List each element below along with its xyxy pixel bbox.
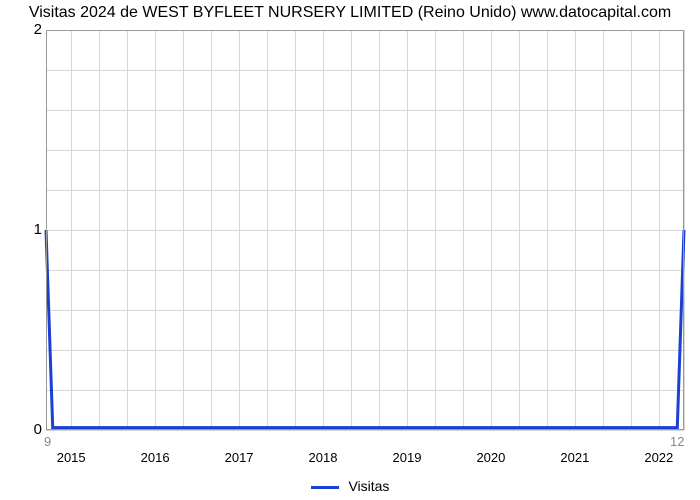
x-axis-tick-label: 2020 xyxy=(476,450,505,465)
x-range-end-label: 12 xyxy=(670,434,684,449)
x-range-start-label: 9 xyxy=(44,434,51,449)
x-axis-tick-label: 2018 xyxy=(309,450,338,465)
legend-swatch xyxy=(311,486,339,489)
chart-container: Visitas 2024 de WEST BYFLEET NURSERY LIM… xyxy=(0,0,700,500)
gridline-horizontal xyxy=(46,430,684,431)
y-axis-tick-label: 1 xyxy=(12,221,42,238)
x-axis-tick-label: 2021 xyxy=(560,450,589,465)
x-axis-tick-label: 2017 xyxy=(225,450,254,465)
plot-area xyxy=(46,30,684,430)
chart-title: Visitas 2024 de WEST BYFLEET NURSERY LIM… xyxy=(0,4,700,22)
x-axis-tick-label: 2022 xyxy=(644,450,673,465)
x-axis-tick-label: 2019 xyxy=(393,450,422,465)
x-axis-tick-label: 2016 xyxy=(141,450,170,465)
y-axis-tick-label: 2 xyxy=(12,21,42,38)
gridline-vertical xyxy=(684,30,685,430)
legend-label: Visitas xyxy=(348,478,389,494)
x-axis-tick-label: 2015 xyxy=(57,450,86,465)
y-axis-tick-label: 0 xyxy=(12,421,42,438)
legend: Visitas xyxy=(0,478,700,494)
